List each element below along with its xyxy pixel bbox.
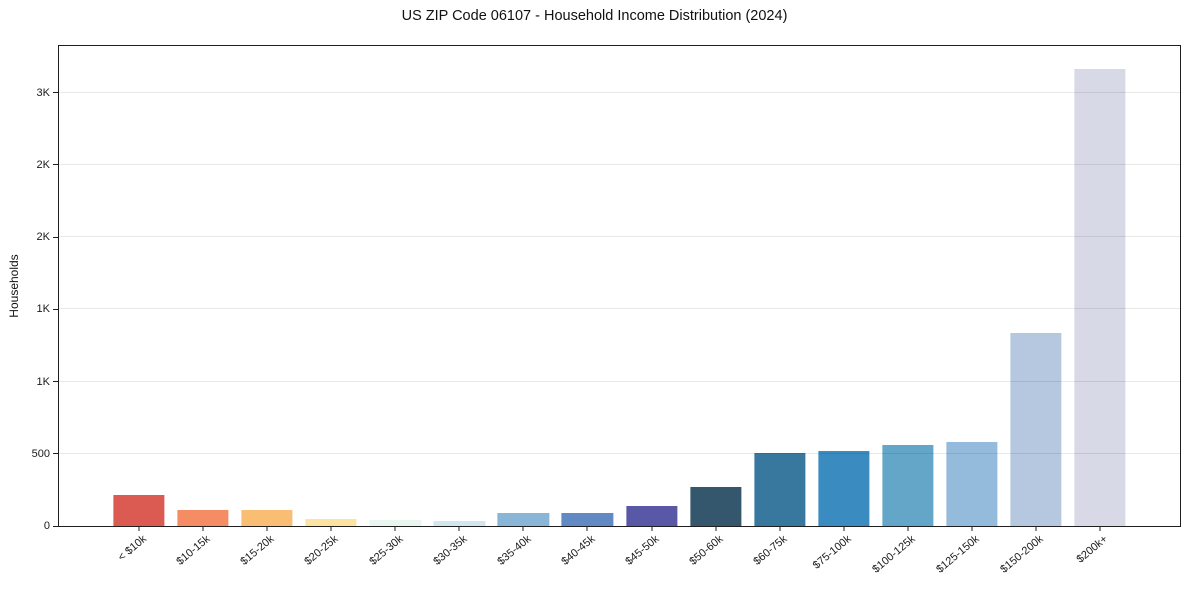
bar-30-35k [433, 520, 485, 526]
x-tick-mark [779, 526, 781, 531]
y-tick-label: 2K [36, 231, 50, 244]
y-gridline [59, 163, 1180, 165]
plot-area: 0 500 1K 1K 2K 2K 3K < $10k $10-15k $15-20k $20-25… [32, 45, 1181, 576]
bar-45-50k [625, 505, 678, 526]
x-tick-label: $45-50k [623, 533, 662, 568]
x-tick-label: $40-45k [559, 533, 598, 568]
x-tick-mark [1035, 526, 1037, 531]
y-tick-label: 1K [36, 375, 50, 388]
y-tick-mark [53, 525, 59, 527]
y-gridline [59, 308, 1180, 310]
x-tick-mark [522, 526, 524, 531]
bar-25-30k [369, 519, 421, 526]
x-tick-label: $75-100k [810, 533, 854, 572]
x-tick-mark [1099, 526, 1101, 531]
x-tick-label: $150-200k [998, 533, 1046, 576]
y-tick-mark [53, 308, 59, 310]
bar-100-125k [882, 444, 934, 526]
x-tick-mark [971, 526, 973, 531]
x-tick-label: $10-15k [174, 533, 213, 568]
y-tick-mark [53, 453, 59, 455]
x-tick-mark [394, 526, 396, 531]
x-tick-label: $100-125k [869, 533, 918, 576]
bar-60-75k [754, 453, 806, 526]
x-tick-mark [586, 526, 588, 531]
y-tick-mark [53, 381, 59, 383]
x-tick-label: $25-30k [366, 533, 406, 568]
y-gridline [59, 91, 1180, 93]
bar-15-20k [241, 509, 293, 526]
y-gridline [59, 236, 1180, 238]
x-tick-label: $35-40k [494, 533, 534, 568]
x-tick-label: $200k+ [1074, 533, 1110, 566]
y-tick-label: 3K [36, 86, 50, 99]
y-tick-mark [53, 92, 59, 94]
x-tick-mark [138, 526, 140, 531]
x-tick-mark [843, 526, 845, 531]
chart-title: US ZIP Code 06107 - Household Income Dis… [401, 8, 788, 24]
y-tick-label: 500 [31, 447, 50, 460]
bar-150-200k [1010, 333, 1062, 526]
x-tick-mark [715, 526, 717, 531]
x-tick-mark [202, 526, 204, 531]
y-tick-label: 1K [36, 303, 50, 316]
x-tick-label: $30-35k [430, 533, 470, 568]
bar-10k [113, 494, 165, 526]
bar-35-40k [497, 512, 550, 526]
x-tick-mark [907, 526, 909, 531]
x-tick-label: $60-75k [751, 533, 790, 568]
x-tick-label: < $10k [115, 533, 149, 564]
bar-125-150k [946, 442, 998, 526]
y-tick-mark [53, 164, 59, 166]
x-tick-label: $20-25k [302, 533, 341, 568]
y-tick-mark [53, 236, 59, 238]
x-tick-label: $15-20k [238, 533, 277, 568]
bar-10-15k [177, 510, 229, 526]
x-tick-mark [458, 526, 460, 531]
bar-75-100k [818, 450, 870, 526]
x-tick-label: $125-150k [933, 533, 982, 576]
bar-50-60k [689, 487, 742, 526]
x-tick-label: $50-60k [687, 533, 726, 568]
bar-20-25k [305, 518, 357, 526]
y-tick-label: 0 [43, 520, 50, 532]
bar-200k [1074, 68, 1126, 526]
x-tick-mark [330, 526, 332, 531]
x-tick-mark [266, 526, 268, 531]
bar-40-45k [561, 512, 614, 526]
y-tick-label: 2K [36, 158, 50, 171]
x-tick-mark [651, 526, 653, 531]
